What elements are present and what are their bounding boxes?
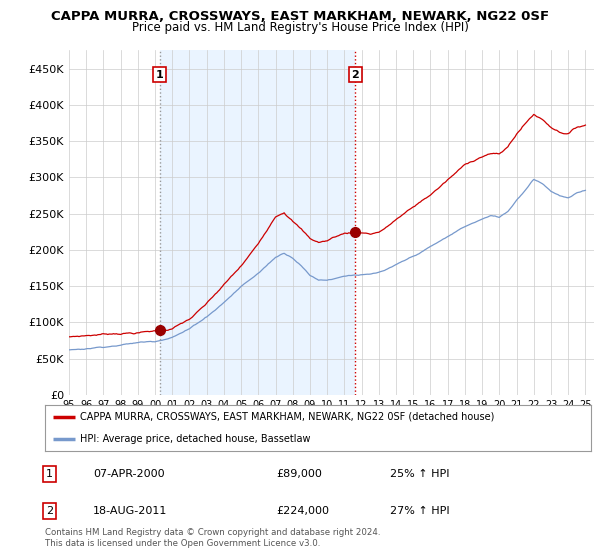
Text: CAPPA MURRA, CROSSWAYS, EAST MARKHAM, NEWARK, NG22 0SF: CAPPA MURRA, CROSSWAYS, EAST MARKHAM, NE…: [51, 10, 549, 22]
Text: £89,000: £89,000: [276, 469, 322, 479]
Text: 1: 1: [46, 469, 53, 479]
Text: Contains HM Land Registry data © Crown copyright and database right 2024.
This d: Contains HM Land Registry data © Crown c…: [45, 528, 380, 548]
Text: 07-APR-2000: 07-APR-2000: [93, 469, 164, 479]
Text: HPI: Average price, detached house, Bassetlaw: HPI: Average price, detached house, Bass…: [80, 434, 311, 444]
Text: Price paid vs. HM Land Registry's House Price Index (HPI): Price paid vs. HM Land Registry's House …: [131, 21, 469, 34]
Text: 18-AUG-2011: 18-AUG-2011: [93, 506, 167, 516]
Text: 25% ↑ HPI: 25% ↑ HPI: [390, 469, 449, 479]
Text: 27% ↑ HPI: 27% ↑ HPI: [390, 506, 449, 516]
Text: £224,000: £224,000: [276, 506, 329, 516]
Bar: [160, 50, 355, 395]
Text: CAPPA MURRA, CROSSWAYS, EAST MARKHAM, NEWARK, NG22 0SF (detached house): CAPPA MURRA, CROSSWAYS, EAST MARKHAM, NE…: [80, 412, 495, 422]
Text: 2: 2: [46, 506, 53, 516]
Text: 1: 1: [156, 69, 164, 80]
Text: 2: 2: [352, 69, 359, 80]
